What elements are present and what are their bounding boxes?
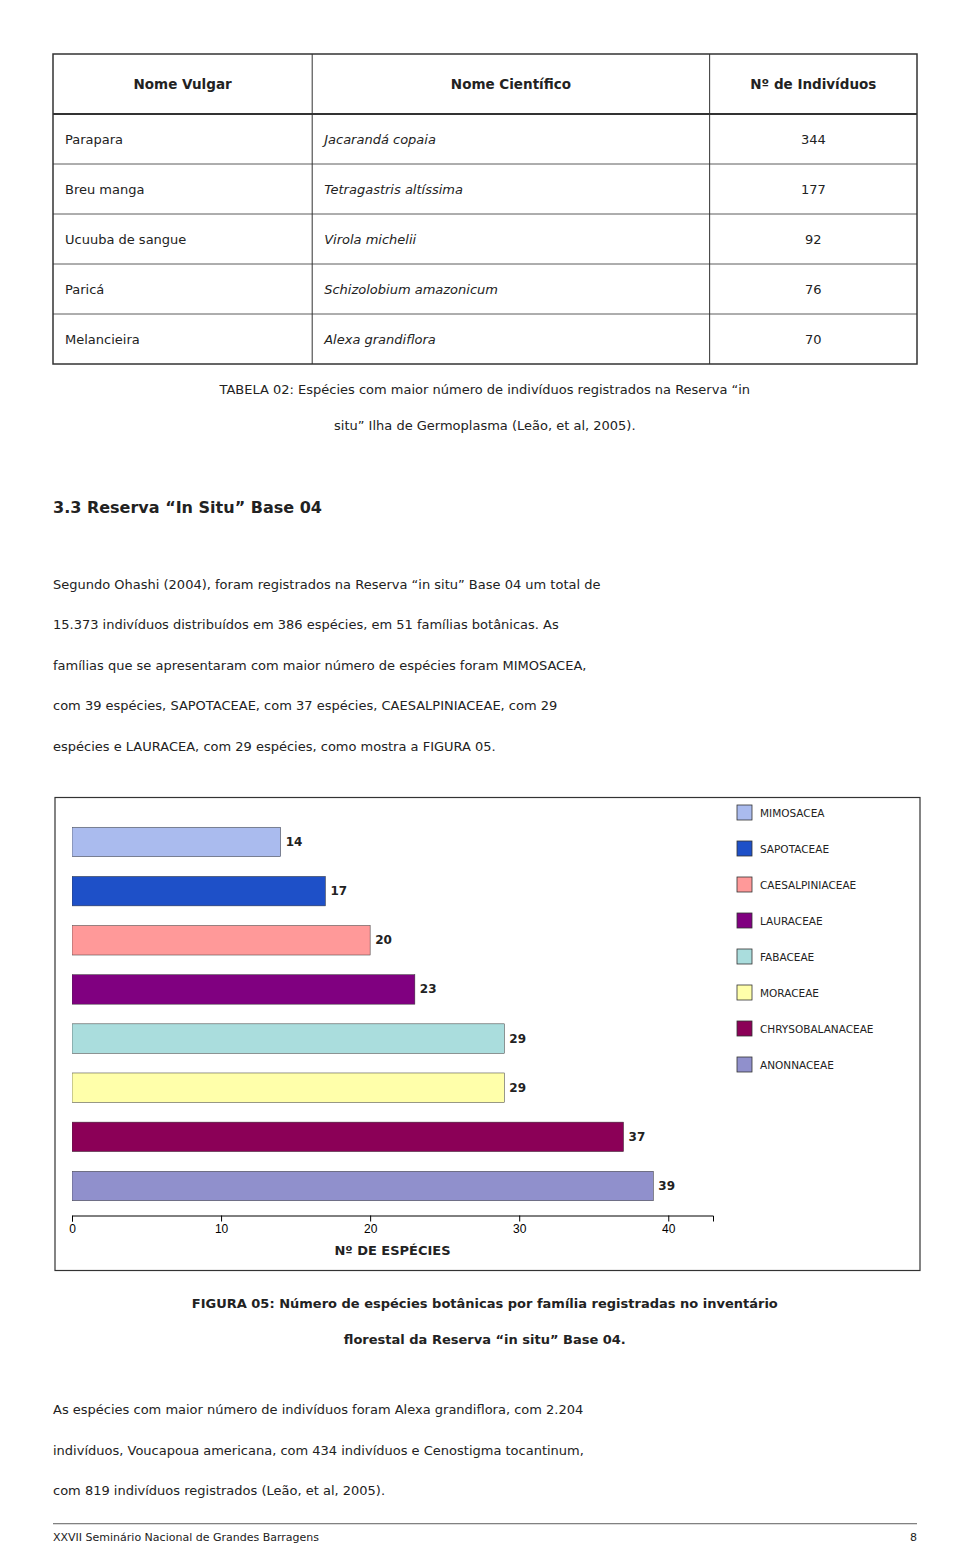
x-tick: 40 xyxy=(662,1216,676,1237)
table-cell: Jacarandá copaia xyxy=(321,132,436,147)
legend: MIMOSACEA SAPOTACEAE CAESALPINIACEAE LAURAC… xyxy=(737,805,874,1072)
legend-swatch xyxy=(737,805,752,820)
table-header: Nome Vulgar xyxy=(134,76,232,92)
table: Nome Vulgar Nome Científico Nº de Indivídu… xyxy=(53,54,917,364)
paragraph-line: As espécies com maior número de indivídu… xyxy=(53,1402,583,1417)
x-tick-mark xyxy=(668,1216,669,1222)
legend-swatch xyxy=(737,913,752,928)
section-heading: 3.3 Reserva “In Situ” Base 04 xyxy=(53,498,322,517)
table-column-rule xyxy=(709,54,710,364)
legend-swatch xyxy=(737,949,752,964)
data-label: 20 xyxy=(375,933,392,947)
data-label: 37 xyxy=(629,1130,646,1144)
x-tick-label: 10 xyxy=(215,1222,229,1236)
table-header-rule xyxy=(53,113,917,115)
x-tick-mark xyxy=(370,1216,371,1222)
legend-entry: ANONNACEAE xyxy=(760,1059,834,1071)
bar xyxy=(72,1073,504,1102)
x-tick-mark xyxy=(519,1216,520,1222)
x-tick: 0 xyxy=(69,1216,76,1237)
paragraph-line: espécies e LAURACEA, com 29 espécies, co… xyxy=(53,739,496,754)
chart: 39 37 29 29 23 20 17 14 0 10 20 30 40 Nº DE ESPÉCIES M… xyxy=(69,805,873,1258)
table-cell: 70 xyxy=(805,332,822,347)
legend-swatch xyxy=(737,877,752,892)
bar xyxy=(72,876,325,905)
legend-swatch xyxy=(737,1021,752,1036)
table-row-rule xyxy=(53,164,917,165)
figure-caption: florestal da Reserva “in situ” Base 04. xyxy=(344,1332,626,1347)
table-cell: 92 xyxy=(805,232,822,247)
x-tick-label: 40 xyxy=(662,1222,676,1236)
x-axis: 0 10 20 30 40 xyxy=(69,1216,713,1237)
data-label: 29 xyxy=(509,1081,526,1095)
x-tick: 20 xyxy=(364,1216,378,1237)
table-row-rule xyxy=(53,214,917,215)
table-cell: Alexa grandiflora xyxy=(323,332,436,347)
data-label: 29 xyxy=(509,1032,526,1046)
table-cell: Melancieira xyxy=(65,332,140,347)
bar xyxy=(72,1171,653,1200)
table-cell: Virola michelii xyxy=(324,232,416,247)
data-label: 17 xyxy=(330,884,347,898)
footer-text: XXVII Seminário Nacional de Grandes Barr… xyxy=(53,1531,319,1544)
bar xyxy=(72,926,370,955)
table-row-rule xyxy=(53,314,917,315)
bars xyxy=(72,827,653,1201)
bar xyxy=(72,827,281,856)
table-caption: TABELA 02: Espécies com maior número de … xyxy=(219,382,751,397)
page: Nome Vulgar Nome Científico Nº de Indivídu… xyxy=(0,0,960,1558)
data-label: 14 xyxy=(286,835,303,849)
legend-entry: MIMOSACEA xyxy=(760,807,825,819)
legend-entry: CAESALPINIACEAE xyxy=(760,879,856,891)
paragraph-line: indivíduos, Voucapoua americana, com 434… xyxy=(53,1443,584,1458)
x-tick-mark xyxy=(72,1216,73,1222)
data-label: 23 xyxy=(420,982,437,996)
table-header: Nome Científico xyxy=(451,76,571,92)
table-cell: Breu manga xyxy=(65,182,144,197)
table-cell: 177 xyxy=(801,182,826,197)
table-cell: 76 xyxy=(805,282,822,297)
x-tick-label: 20 xyxy=(364,1222,378,1236)
figure-caption: FIGURA 05: Número de espécies botânicas … xyxy=(192,1296,778,1311)
legend-swatch xyxy=(737,841,752,856)
legend-swatch xyxy=(737,1057,752,1072)
bar xyxy=(72,975,415,1004)
table-cell: Ucuuba de sangue xyxy=(65,232,186,247)
footer-rule xyxy=(53,1523,917,1524)
x-tick-label: 0 xyxy=(69,1222,76,1236)
table-cell: Schizolobium amazonicum xyxy=(324,282,498,297)
paragraph-line: com 819 indivíduos registrados (Leão, et… xyxy=(53,1483,385,1498)
figure-border xyxy=(55,798,920,1271)
x-axis-line xyxy=(73,1216,714,1222)
legend-entry: CHRYSOBALANACEAE xyxy=(760,1023,874,1035)
bar xyxy=(72,1122,624,1151)
x-tick-label: 30 xyxy=(513,1222,527,1236)
paragraph-line: 15.373 indivíduos distribuídos em 386 es… xyxy=(53,617,559,632)
legend-entry: MORACEAE xyxy=(760,987,819,999)
paragraph-line: Segundo Ohashi (2004), foram registrados… xyxy=(53,577,600,592)
table-cell: Parapara xyxy=(65,132,123,147)
bar xyxy=(72,1024,504,1053)
legend-entry: FABACEAE xyxy=(760,951,814,963)
data-label: 39 xyxy=(658,1179,675,1193)
legend-swatch xyxy=(737,985,752,1000)
x-axis-title: Nº DE ESPÉCIES xyxy=(334,1243,450,1258)
x-tick-mark xyxy=(221,1216,222,1222)
data-labels: 39 37 29 29 23 20 17 14 xyxy=(286,835,675,1193)
x-tick: 30 xyxy=(513,1216,527,1237)
page-number: 8 xyxy=(910,1531,917,1544)
table-cell: Tetragastris altíssima xyxy=(324,182,463,197)
legend-entry: SAPOTACEAE xyxy=(760,843,829,855)
x-tick: 10 xyxy=(215,1216,229,1237)
table-column-rule xyxy=(312,54,313,364)
table-header: Nº de Indivíduos xyxy=(750,76,876,92)
table-cell: Paricá xyxy=(65,282,104,297)
table-frame xyxy=(53,54,917,364)
table-cell: 344 xyxy=(801,132,826,147)
legend-entry: LAURACEAE xyxy=(760,915,823,927)
table-row-rule xyxy=(53,264,917,265)
paragraph-line: com 39 espécies, SAPOTACEAE, com 37 espé… xyxy=(53,698,557,713)
table-caption: situ” Ilha de Germoplasma (Leão, et al, … xyxy=(334,418,636,433)
paragraph-line: famílias que se apresentaram com maior n… xyxy=(53,658,586,673)
